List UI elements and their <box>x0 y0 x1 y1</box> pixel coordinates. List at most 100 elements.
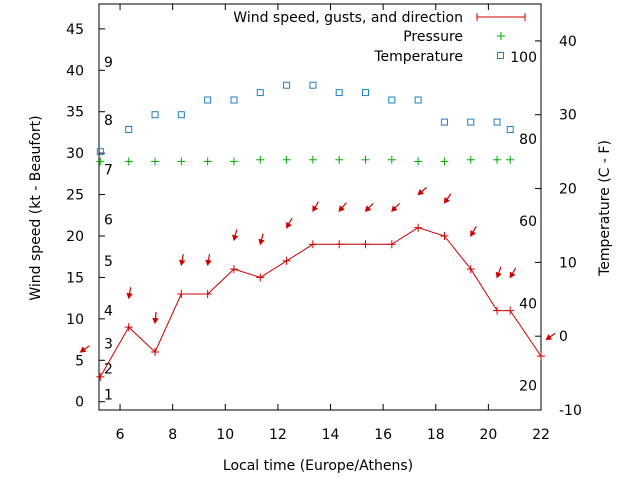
beaufort-label: 7 <box>104 163 113 179</box>
y-right-tick-label: 20 <box>559 182 577 198</box>
y-left-tick-label: 25 <box>66 188 84 204</box>
y-left-tick-label: 10 <box>66 312 84 328</box>
wind-direction-arrow <box>470 226 477 237</box>
y-left-tick-label: 20 <box>66 229 84 245</box>
x-axis-ticks: 6 8 10 12 14 16 18 20 22 <box>116 4 550 443</box>
y-right-axis-label: Temperature (C - F) <box>597 140 613 277</box>
beaufort-label: 5 <box>104 254 113 270</box>
y-right-tick-label: 40 <box>559 34 577 50</box>
wind-speed-point <box>466 265 475 274</box>
wind-speed-point <box>177 290 186 298</box>
temperature-point <box>151 111 159 119</box>
x-tick-label: 14 <box>322 427 340 443</box>
x-tick-label: 22 <box>532 427 550 443</box>
y-right-tick-label: -10 <box>559 403 582 419</box>
wind-direction-arrow <box>545 332 556 341</box>
pressure-point <box>124 157 133 166</box>
pressure-point <box>440 157 449 166</box>
wind-speed-point <box>493 306 502 315</box>
pressure-point <box>151 157 160 166</box>
legend-label-wind: Wind speed, gusts, and direction <box>233 10 463 26</box>
wind-direction-arrow <box>417 187 427 196</box>
x-tick-label: 16 <box>374 427 392 443</box>
beaufort-label: 3 <box>104 337 113 353</box>
beaufort-label: 4 <box>104 304 113 320</box>
pressure-point <box>387 155 396 164</box>
pressure-point <box>282 155 291 164</box>
legend-swatch-temperature <box>497 52 504 59</box>
beaufort-label: 1 <box>104 387 113 403</box>
wind-direction-arrow <box>509 267 517 279</box>
temperature-point <box>506 125 514 133</box>
wind-direction-arrow <box>205 254 212 267</box>
wind-speed-point <box>308 240 317 249</box>
temperature-point <box>362 89 370 97</box>
temperature-point <box>493 118 501 126</box>
temperature-point <box>388 96 396 104</box>
wind-direction-arrow <box>286 217 293 229</box>
wind-speed-point <box>537 352 545 361</box>
temperature-point <box>467 118 475 126</box>
wind-speed-point <box>335 240 344 249</box>
temperature-point <box>177 111 185 119</box>
x-tick-label: 6 <box>116 427 125 443</box>
y-left-tick-label: 35 <box>66 105 84 121</box>
wind-direction-arrow <box>312 201 319 213</box>
y-left-axis-ticks: 0 5 10 15 20 25 30 35 40 45 <box>66 22 105 411</box>
legend-swatch-pressure <box>497 32 505 40</box>
y-left-tick-label: 45 <box>66 22 84 38</box>
wind-direction-arrow <box>179 254 186 267</box>
wind-direction-arrow <box>391 202 401 212</box>
pressure-point <box>466 155 475 164</box>
wind-speed-point <box>96 372 105 381</box>
temperature-point <box>414 96 422 104</box>
wind-speed-line <box>99 227 542 378</box>
wind-direction-arrow <box>232 229 239 242</box>
pressure-point <box>308 155 317 164</box>
legend-label-temperature: Temperature <box>373 49 463 65</box>
y-left-tick-label: 40 <box>66 63 84 79</box>
wind-direction-arrow <box>152 311 159 325</box>
legend-label-pressure: Pressure <box>403 29 463 45</box>
x-axis-label: Local time (Europe/Athens) <box>223 458 413 474</box>
y-right-tick-label: 0 <box>559 329 568 345</box>
fahrenheit-labels: 20 40 60 80 100 <box>510 50 537 394</box>
x-tick-label: 8 <box>168 427 177 443</box>
x-tick-label: 20 <box>479 427 497 443</box>
wind-speed-point <box>229 265 238 274</box>
wind-speed-point <box>151 348 160 356</box>
pressure-point <box>506 155 515 164</box>
y-left-tick-label: 30 <box>66 146 84 162</box>
x-tick-label: 18 <box>427 427 445 443</box>
wind-speed-point <box>361 240 370 249</box>
temperature-point <box>335 89 343 97</box>
wind-direction-arrow <box>258 233 265 246</box>
wind-direction-arrow <box>495 266 502 279</box>
plot-frame <box>98 3 542 411</box>
beaufort-label: 2 <box>104 362 113 378</box>
wind-direction-arrow <box>126 287 133 300</box>
wind-speed-point <box>124 323 133 332</box>
pressure-point <box>414 157 423 166</box>
pressure-point <box>361 155 370 164</box>
y-right-tick-label: 30 <box>559 108 577 124</box>
x-tick-label: 10 <box>216 427 234 443</box>
temperature-point <box>283 81 291 89</box>
fahrenheit-label: 40 <box>519 297 537 313</box>
pressure-point <box>493 155 502 164</box>
y-left-tick-label: 15 <box>66 270 84 286</box>
temperature-point <box>440 118 448 126</box>
wind-speed-point <box>282 256 291 265</box>
pressure-point <box>96 157 105 166</box>
wind-speed-point <box>414 223 423 232</box>
beaufort-label: 9 <box>104 55 113 71</box>
y-left-axis-label: Wind speed (kt - Beaufort) <box>28 115 44 300</box>
wind-speed-point <box>506 306 515 315</box>
wind-speed-point <box>387 240 396 249</box>
y-left-tick-label: 5 <box>75 353 84 369</box>
beaufort-label: 6 <box>104 212 113 228</box>
wind-speed-point <box>440 232 449 240</box>
temperature-point <box>256 89 264 97</box>
pressure-point <box>203 157 212 166</box>
